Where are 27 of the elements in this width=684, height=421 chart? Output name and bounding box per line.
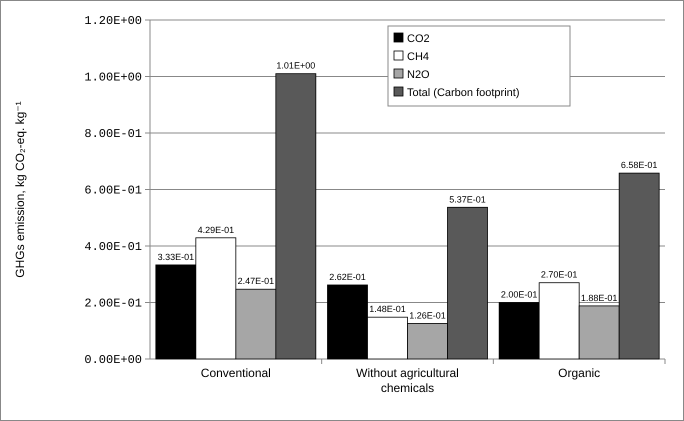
y-tick-label: 1.00E+00 bbox=[84, 70, 142, 85]
x-tick-label: Conventional bbox=[200, 366, 271, 380]
y-tick-label: 2.00E-01 bbox=[84, 296, 142, 311]
x-tick-label: Organic bbox=[558, 366, 600, 380]
y-tick-label: 6.00E-01 bbox=[84, 184, 142, 198]
y-axis-title: GHGs emission, kg CO₂-eq. kg⁻¹ bbox=[13, 101, 27, 278]
data-label: 5.37E-01 bbox=[449, 194, 486, 204]
legend-label: N2O bbox=[407, 68, 430, 81]
y-tick-label: 1.20E+00 bbox=[84, 14, 142, 28]
legend-label: Total (Carbon footprint) bbox=[407, 86, 520, 99]
y-tick-label: 8.00E-01 bbox=[84, 127, 142, 142]
data-label: 1.01E+00 bbox=[276, 60, 316, 71]
data-label: 1.88E-01 bbox=[580, 292, 618, 303]
x-tick-label: Without agricultural chemicals bbox=[356, 366, 459, 395]
legend-label: CH4 bbox=[407, 50, 430, 63]
y-tick-label: 0.00E+00 bbox=[84, 353, 142, 368]
data-label: 2.62E-01 bbox=[329, 272, 366, 282]
data-label: 3.33E-01 bbox=[158, 252, 194, 262]
legend-label: CO2 bbox=[407, 32, 430, 45]
y-tick-label: 4.00E-01 bbox=[84, 240, 142, 254]
data-label: 1.48E-01 bbox=[369, 304, 406, 314]
data-label: 2.47E-01 bbox=[238, 276, 274, 286]
data-label: 2.00E-01 bbox=[500, 290, 538, 300]
data-label: 6.58E-01 bbox=[620, 160, 658, 170]
data-label: 1.26E-01 bbox=[409, 310, 446, 320]
data-label: 2.70E-01 bbox=[540, 270, 578, 280]
data-label: 4.29E-01 bbox=[198, 224, 234, 235]
